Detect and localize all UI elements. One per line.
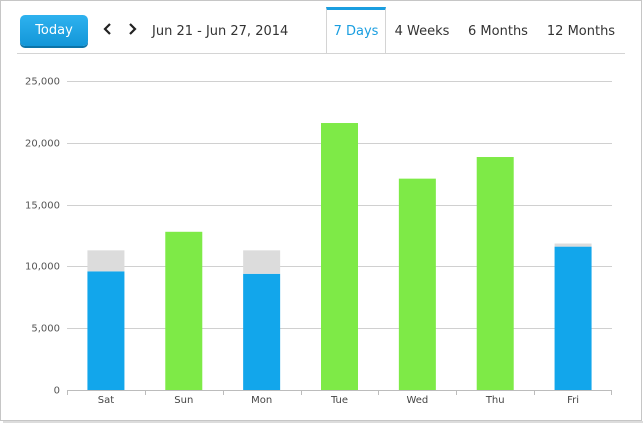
chevron-left-icon[interactable] (101, 21, 115, 37)
date-range-label: Jun 21 - Jun 27, 2014 (152, 24, 289, 39)
tab-7-days[interactable]: 7 Days (326, 7, 386, 54)
bar-wed-primary[interactable] (398, 178, 436, 390)
bar-fri-remainder[interactable] (554, 243, 592, 247)
bar-thu-primary[interactable] (476, 157, 514, 390)
bar-fri-primary[interactable] (554, 246, 592, 390)
x-tick-label: Sat (98, 395, 114, 406)
x-tick-label: Mon (251, 395, 272, 406)
y-tick-label: 25,000 (25, 77, 60, 88)
tab-4-weeks[interactable]: 4 Weeks (394, 24, 450, 39)
tab-6-months[interactable]: 6 Months (468, 24, 528, 39)
toolbar: Today Jun 21 - Jun 27, 2014 7 Days 4 Wee… (1, 1, 641, 54)
y-tick-label: 15,000 (25, 201, 60, 212)
bar-mon-primary[interactable] (243, 273, 281, 390)
x-tick-label: Tue (330, 395, 348, 406)
bar-sun-primary[interactable] (165, 231, 203, 390)
bar-sat-primary[interactable] (87, 271, 125, 390)
y-tick-label: 20,000 (25, 139, 60, 150)
x-tick-label: Fri (567, 395, 579, 406)
bar-sat-remainder[interactable] (87, 250, 125, 272)
today-button[interactable]: Today (20, 15, 88, 46)
bar-tue-primary[interactable] (321, 123, 358, 391)
bar-chart: 0 5,000 10,000 15,000 20,000 25,000 Sat Sun Mon T… (25, 77, 612, 406)
bar-mon-remainder[interactable] (243, 250, 281, 274)
x-tick-label: Sun (174, 395, 193, 406)
tab-12-months[interactable]: 12 Months (546, 24, 616, 39)
y-tick-label: 10,000 (25, 262, 60, 273)
y-tick-label: 5,000 (31, 324, 60, 335)
chevron-right-icon[interactable] (125, 21, 139, 37)
y-tick-label: 0 (54, 386, 60, 397)
tab-divider (17, 53, 625, 54)
x-tick-label: Wed (406, 395, 428, 406)
x-tick-label: Thu (485, 395, 505, 406)
